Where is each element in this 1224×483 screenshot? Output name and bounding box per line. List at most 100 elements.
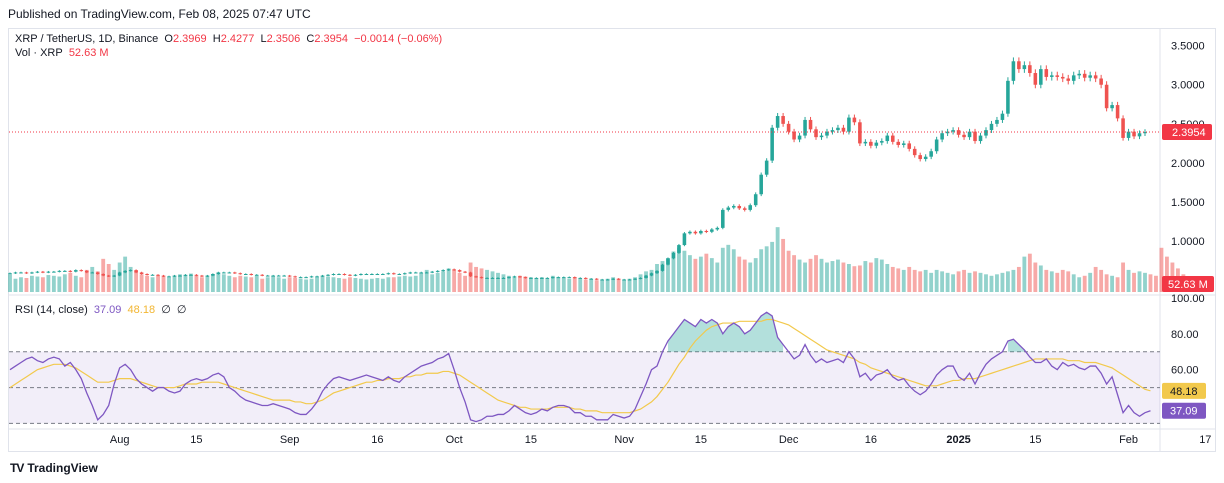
candle-body bbox=[753, 194, 758, 206]
volume-bar bbox=[178, 274, 182, 292]
candle-body bbox=[8, 273, 12, 275]
candle-body bbox=[167, 276, 171, 278]
candle-body bbox=[216, 272, 221, 275]
candle-body bbox=[803, 119, 807, 136]
volume-bar bbox=[901, 269, 906, 292]
candle-body bbox=[814, 129, 818, 138]
volume-bar bbox=[1165, 256, 1169, 292]
volume-bar bbox=[666, 258, 670, 292]
candle-body bbox=[1088, 75, 1092, 78]
volume-bar bbox=[73, 275, 78, 292]
candle-body bbox=[956, 130, 961, 135]
volume-bar bbox=[369, 278, 374, 292]
candle-body bbox=[353, 274, 358, 276]
candle-body bbox=[474, 276, 478, 278]
volume-bar bbox=[260, 278, 265, 292]
candle-body bbox=[945, 131, 950, 134]
candle-body bbox=[419, 272, 424, 274]
candle-body bbox=[375, 274, 380, 276]
volume-bar bbox=[1088, 272, 1093, 292]
time-axis-tick-label: 15 bbox=[525, 434, 537, 446]
volume-bar bbox=[742, 259, 747, 292]
volume-bar bbox=[594, 280, 599, 292]
candle-body bbox=[726, 207, 731, 210]
volume-bar bbox=[386, 277, 391, 292]
candle-body bbox=[205, 275, 210, 277]
volume-bar bbox=[655, 264, 659, 292]
volume-bar bbox=[424, 269, 429, 292]
candle-body bbox=[342, 274, 347, 276]
candle-body bbox=[1093, 75, 1098, 79]
rsi-value: 37.09 bbox=[93, 304, 122, 316]
volume-bar bbox=[183, 275, 188, 292]
volume-bar bbox=[682, 250, 687, 292]
volume-bar bbox=[337, 278, 341, 292]
volume-bar bbox=[720, 247, 725, 292]
volume-bar bbox=[792, 255, 797, 292]
volume-bar bbox=[397, 276, 402, 292]
volume-bar bbox=[331, 277, 336, 292]
volume-bar bbox=[1154, 275, 1158, 292]
candle-body bbox=[112, 275, 116, 277]
rsi-legend: RSI (14, close) 37.09 48.18 ∅ ∅ bbox=[15, 303, 187, 316]
symbol-title[interactable]: XRP / TetherUS, 1D, Binance bbox=[15, 33, 159, 45]
candle-body bbox=[764, 160, 769, 175]
volume-bar bbox=[627, 278, 632, 292]
candle-body bbox=[858, 122, 862, 144]
volume-bar bbox=[287, 277, 292, 292]
candle-body bbox=[1137, 133, 1142, 137]
volume-bar bbox=[402, 275, 407, 292]
volume-bar bbox=[611, 277, 616, 292]
volume-bar bbox=[1126, 269, 1131, 292]
candle-body bbox=[304, 277, 308, 279]
candle-body bbox=[1099, 78, 1103, 85]
candle-body bbox=[1006, 80, 1010, 114]
candle-body bbox=[441, 270, 445, 272]
candle-body bbox=[1000, 113, 1005, 120]
candle-body bbox=[611, 278, 615, 280]
rsi-badge-label: 37.09 bbox=[1170, 406, 1198, 418]
volume-bar bbox=[1159, 247, 1164, 292]
price-axis-tick-label: 2.0000 bbox=[1171, 158, 1205, 170]
volume-bar bbox=[1022, 256, 1027, 292]
candle-body bbox=[309, 276, 314, 278]
candle-body bbox=[95, 272, 100, 275]
candle-body bbox=[392, 273, 396, 275]
volume-bar bbox=[232, 277, 237, 292]
rsi-label[interactable]: RSI (14, close) bbox=[15, 304, 88, 316]
candle-body bbox=[254, 274, 259, 276]
volume-bar bbox=[134, 271, 139, 292]
volume-label[interactable]: Vol · XRP bbox=[15, 47, 63, 59]
footer-brand: TV TradingView bbox=[10, 461, 98, 475]
volume-bar bbox=[30, 275, 34, 292]
high-value: 2.4277 bbox=[220, 33, 255, 45]
candle-body bbox=[19, 272, 23, 274]
volume-bar bbox=[408, 276, 413, 292]
candle-body bbox=[1039, 69, 1043, 85]
candle-body bbox=[1060, 76, 1065, 79]
candle-body bbox=[265, 275, 270, 277]
candle-body bbox=[1071, 75, 1076, 81]
volume-bar bbox=[1071, 274, 1076, 292]
volume-bar bbox=[1016, 266, 1021, 292]
volume-bar bbox=[79, 277, 84, 292]
candle-body bbox=[183, 274, 188, 276]
candle-body bbox=[496, 277, 500, 279]
volume-bar bbox=[534, 278, 539, 292]
candle-body bbox=[1022, 65, 1027, 70]
volume-bar bbox=[934, 269, 939, 292]
candle-body bbox=[562, 277, 566, 279]
candle-body bbox=[337, 274, 341, 276]
candle-body bbox=[594, 278, 599, 280]
volume-bar bbox=[40, 277, 45, 292]
volume-bar bbox=[227, 275, 232, 292]
volume-bar bbox=[375, 278, 380, 292]
candle-body bbox=[688, 231, 692, 234]
chart-frame bbox=[8, 28, 1216, 452]
candle-body bbox=[485, 277, 489, 279]
volume-bar bbox=[463, 275, 468, 292]
volume-bar bbox=[561, 278, 566, 292]
candle-body bbox=[381, 274, 385, 276]
candle-body bbox=[249, 274, 254, 276]
